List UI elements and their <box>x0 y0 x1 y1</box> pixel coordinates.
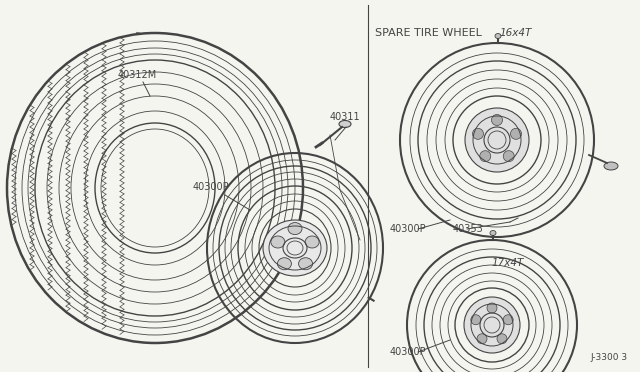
Ellipse shape <box>495 33 501 38</box>
Text: 40300P: 40300P <box>390 347 427 357</box>
Circle shape <box>471 315 481 325</box>
Ellipse shape <box>277 258 291 270</box>
Text: 16x4T: 16x4T <box>500 28 532 38</box>
Ellipse shape <box>299 258 312 270</box>
Ellipse shape <box>604 162 618 170</box>
Text: 40311: 40311 <box>330 112 360 122</box>
Text: 40300P: 40300P <box>390 224 427 234</box>
Text: SPARE TIRE WHEEL: SPARE TIRE WHEEL <box>375 28 482 38</box>
Text: 17x4T: 17x4T <box>492 258 524 268</box>
Text: 40353: 40353 <box>453 224 484 234</box>
Circle shape <box>487 303 497 313</box>
Circle shape <box>464 297 520 353</box>
Circle shape <box>497 334 507 344</box>
Text: J-3300 3: J-3300 3 <box>591 353 628 362</box>
Circle shape <box>492 115 502 125</box>
Text: 40300P: 40300P <box>193 182 230 192</box>
Ellipse shape <box>490 231 496 235</box>
Circle shape <box>465 108 529 172</box>
Ellipse shape <box>339 121 351 128</box>
Circle shape <box>480 151 491 162</box>
Text: 40312M: 40312M <box>118 70 157 80</box>
Circle shape <box>477 334 487 344</box>
Circle shape <box>472 128 483 140</box>
Ellipse shape <box>305 236 319 248</box>
Circle shape <box>503 151 515 162</box>
Circle shape <box>511 128 522 140</box>
Circle shape <box>503 315 513 325</box>
Ellipse shape <box>263 220 327 276</box>
Ellipse shape <box>288 222 302 235</box>
Ellipse shape <box>271 236 285 248</box>
